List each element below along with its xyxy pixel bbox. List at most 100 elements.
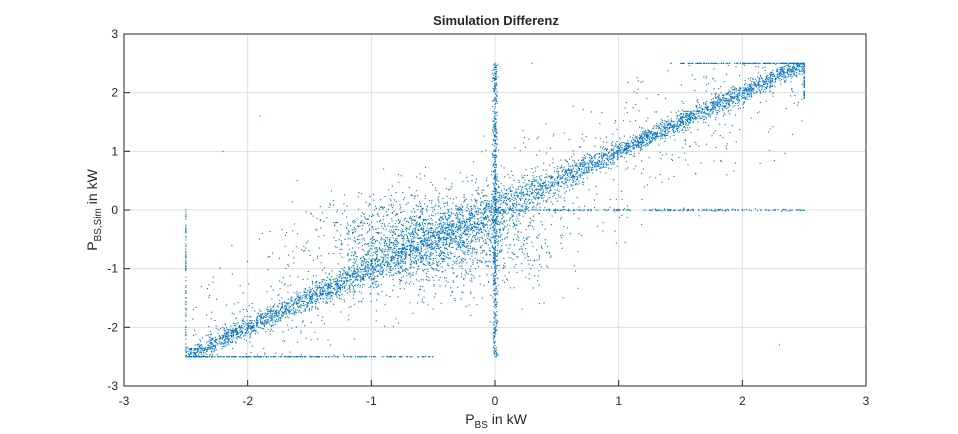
data-point	[223, 339, 225, 342]
data-point	[687, 111, 689, 113]
data-point	[200, 347, 203, 349]
data-point	[656, 136, 658, 138]
data-point	[230, 334, 232, 336]
data-point	[530, 184, 532, 186]
data-point	[794, 66, 796, 68]
data-point	[614, 152, 616, 154]
data-point	[624, 144, 626, 146]
data-point	[368, 258, 370, 260]
data-point	[572, 181, 574, 183]
data-point	[719, 98, 721, 100]
data-point	[618, 148, 620, 150]
data-point	[460, 234, 462, 236]
data-point	[477, 265, 480, 267]
data-point	[491, 246, 493, 248]
data-point	[378, 270, 380, 272]
data-point	[401, 211, 403, 213]
data-point	[202, 350, 204, 352]
data-point	[366, 218, 368, 220]
data-point	[325, 292, 328, 294]
data-point	[771, 73, 773, 76]
data-point	[231, 341, 233, 344]
data-point	[787, 70, 789, 72]
data-point	[714, 96, 716, 98]
data-point	[425, 272, 427, 274]
data-point	[279, 308, 282, 311]
data-point	[627, 146, 629, 148]
data-point	[418, 216, 420, 218]
data-point	[203, 348, 206, 350]
data-point	[444, 246, 446, 248]
data-point	[576, 164, 578, 166]
data-point	[608, 152, 610, 154]
data-point	[471, 194, 473, 196]
data-point	[259, 315, 262, 317]
data-point	[473, 230, 475, 232]
data-point	[482, 217, 484, 219]
data-point	[328, 283, 330, 286]
data-point	[402, 247, 404, 249]
data-point	[376, 275, 378, 277]
data-point	[640, 127, 642, 129]
data-point	[317, 298, 319, 300]
data-point	[499, 265, 501, 267]
data-point	[527, 256, 529, 258]
data-point	[712, 101, 714, 104]
data-point	[748, 90, 751, 92]
data-point	[416, 176, 418, 178]
data-point	[233, 337, 235, 339]
data-point	[745, 83, 747, 85]
data-point	[690, 116, 692, 118]
data-point	[616, 150, 618, 152]
data-point	[482, 214, 484, 216]
data-point	[718, 108, 720, 110]
data-point	[275, 320, 277, 322]
data-point	[479, 283, 481, 285]
data-point	[224, 342, 226, 344]
data-point	[621, 149, 623, 151]
data-point	[521, 186, 523, 188]
data-point	[270, 317, 272, 319]
data-point	[698, 106, 700, 108]
data-point	[209, 346, 211, 348]
data-point	[471, 214, 473, 216]
data-point	[418, 249, 420, 251]
data-point	[346, 277, 348, 280]
data-point	[361, 212, 363, 214]
data-point	[304, 297, 306, 299]
data-point	[435, 255, 437, 257]
data-point	[331, 292, 333, 294]
data-point	[320, 294, 323, 296]
data-point	[397, 296, 399, 298]
data-point	[363, 262, 365, 264]
data-point	[421, 243, 423, 245]
data-point	[779, 74, 781, 76]
data-point	[558, 181, 560, 183]
data-point	[506, 198, 508, 200]
data-point	[267, 319, 269, 321]
data-point	[445, 188, 447, 190]
data-point	[425, 254, 427, 257]
data-point	[465, 210, 468, 212]
data-point	[683, 110, 685, 113]
data-point	[459, 247, 461, 249]
data-point	[381, 266, 384, 269]
data-point	[210, 338, 212, 340]
data-point	[765, 82, 767, 84]
data-point	[526, 174, 528, 177]
data-point	[435, 187, 437, 189]
data-point	[525, 248, 527, 250]
data-point	[261, 317, 263, 319]
data-point	[515, 199, 517, 201]
data-point	[578, 180, 580, 182]
data-point	[439, 218, 441, 220]
data-point	[403, 288, 405, 290]
data-point	[441, 241, 443, 243]
data-point	[772, 78, 774, 80]
data-point	[526, 183, 528, 185]
data-point	[694, 117, 696, 119]
data-point	[626, 148, 628, 150]
data-point	[499, 230, 501, 232]
data-point	[429, 256, 431, 258]
data-point	[252, 330, 254, 332]
